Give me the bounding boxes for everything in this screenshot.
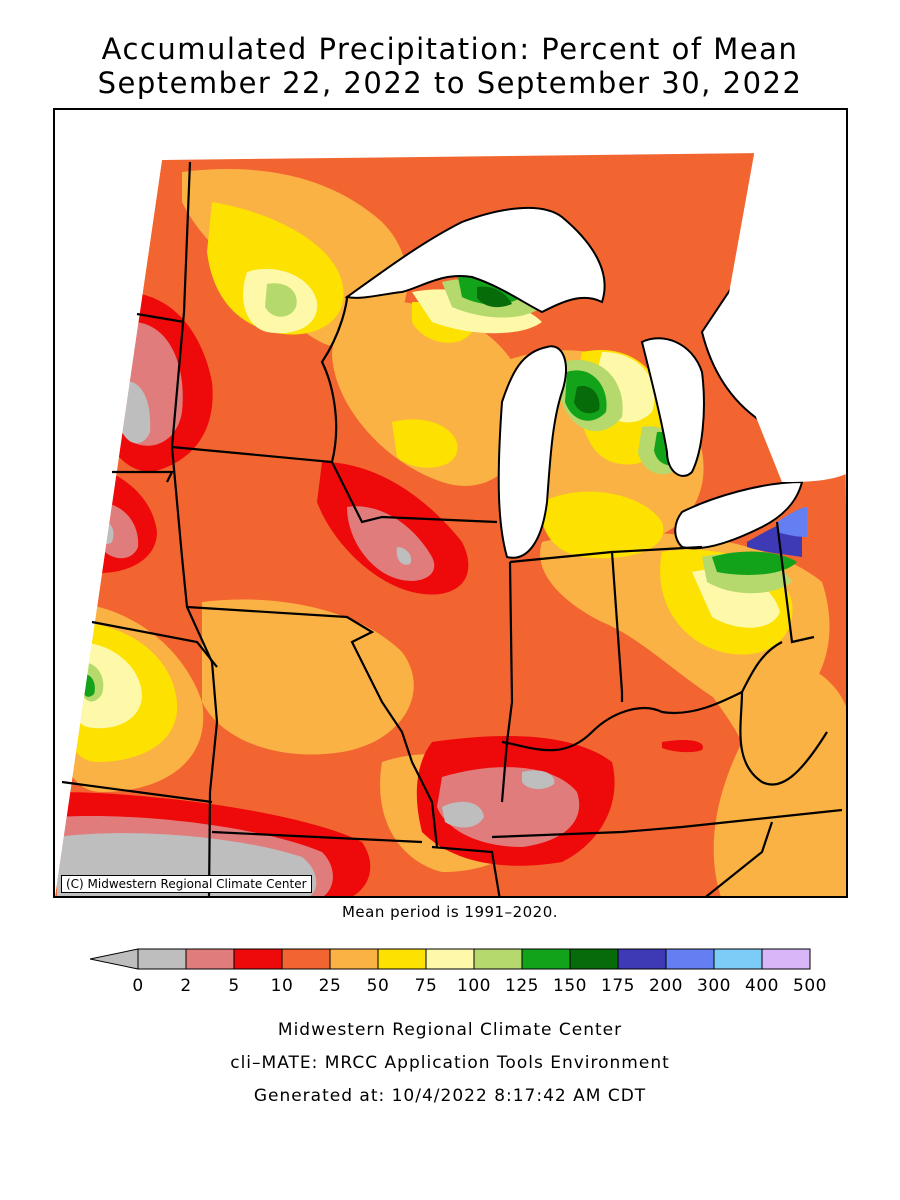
legend-swatch bbox=[377, 948, 427, 970]
outside-domain-north bbox=[55, 110, 846, 896]
map-title-line2: September 22, 2022 to September 30, 2022 bbox=[97, 66, 803, 100]
border-tn-nc bbox=[705, 821, 774, 896]
legend-swatch bbox=[281, 948, 331, 970]
border-ne-ks bbox=[91, 620, 218, 668]
map-title-line1: Accumulated Precipitation: Percent of Me… bbox=[101, 32, 799, 66]
lake-huron-west bbox=[640, 337, 705, 477]
map-canvas bbox=[55, 110, 846, 896]
footer-org: Midwestern Regional Climate Center bbox=[277, 1020, 623, 1040]
lake-michigan bbox=[497, 345, 567, 559]
precip-field bbox=[55, 110, 846, 896]
border-ks-ok bbox=[61, 780, 213, 804]
lake-erie bbox=[674, 480, 804, 550]
border-sd-ne bbox=[112, 470, 174, 483]
border-tn-ms bbox=[431, 845, 501, 896]
outside-domain-ontario bbox=[722, 110, 846, 482]
legend-tick-label: 200 bbox=[649, 976, 683, 996]
legend-tick-label: 300 bbox=[697, 976, 731, 996]
precipitation-map: (C) Midwestern Regional Climate Center bbox=[53, 108, 848, 898]
legend-labels: 0 2 5 10 25 50 75 100 125 150 175 200 300 400 500 bbox=[132, 976, 827, 996]
border-nd-sd bbox=[136, 312, 185, 324]
mean-period-note: Mean period is 1991–2020. bbox=[341, 903, 559, 921]
state-boundaries bbox=[61, 161, 843, 896]
legend-swatch bbox=[569, 948, 619, 970]
legend-swatch bbox=[473, 948, 523, 970]
legend-tick-label: 25 bbox=[319, 976, 342, 996]
legend-tick-label: 50 bbox=[367, 976, 390, 996]
border-mn-wi bbox=[320, 296, 349, 463]
legend-bars bbox=[90, 948, 811, 970]
legend-tick-label: 2 bbox=[180, 976, 191, 996]
border-ohio-river bbox=[501, 641, 783, 752]
legend-swatch bbox=[713, 948, 763, 970]
legend-swatch bbox=[233, 948, 283, 970]
legend-tick-label: 400 bbox=[745, 976, 779, 996]
footer-tool: cli–MATE: MRCC Application Tools Environ… bbox=[230, 1053, 670, 1073]
color-legend: 0 2 5 10 25 50 75 100 125 150 175 200 300 400 500 bbox=[90, 948, 827, 996]
legend-tick-label: 75 bbox=[415, 976, 438, 996]
legend-underflow-triangle bbox=[90, 948, 139, 970]
border-ia-mo-il bbox=[186, 605, 439, 848]
legend-swatch bbox=[665, 948, 715, 970]
legend-tick-label: 0 bbox=[132, 976, 143, 996]
footer-generated: Generated at: 10/4/2022 8:17:42 AM CDT bbox=[253, 1086, 647, 1106]
legend-tick-label: 10 bbox=[271, 976, 294, 996]
border-mo-ar bbox=[211, 830, 423, 844]
legend-swatch bbox=[761, 948, 811, 970]
legend-tick-label: 500 bbox=[793, 976, 827, 996]
legend-swatch bbox=[617, 948, 667, 970]
border-mi-oh bbox=[611, 545, 703, 554]
legend-tick-label: 150 bbox=[553, 976, 587, 996]
legend-tick-label: 5 bbox=[228, 976, 239, 996]
legend-tick-label: 125 bbox=[505, 976, 539, 996]
border-ky-tn bbox=[491, 808, 843, 839]
legend-swatch bbox=[137, 948, 187, 970]
border-mn-ia bbox=[171, 445, 498, 524]
lake-superior bbox=[344, 207, 606, 314]
border-il-in bbox=[500, 561, 514, 803]
legend-swatch bbox=[329, 948, 379, 970]
border-in-oh bbox=[509, 550, 624, 702]
legend-swatch bbox=[185, 948, 235, 970]
border-wv-ky bbox=[739, 691, 828, 786]
legend-tick-label: 175 bbox=[601, 976, 635, 996]
legend-tick-label: 100 bbox=[457, 976, 491, 996]
border-oh-pa bbox=[775, 521, 815, 644]
legend-swatch bbox=[425, 948, 475, 970]
map-copyright: (C) Midwestern Regional Climate Center bbox=[61, 875, 312, 893]
legend-swatch bbox=[521, 948, 571, 970]
